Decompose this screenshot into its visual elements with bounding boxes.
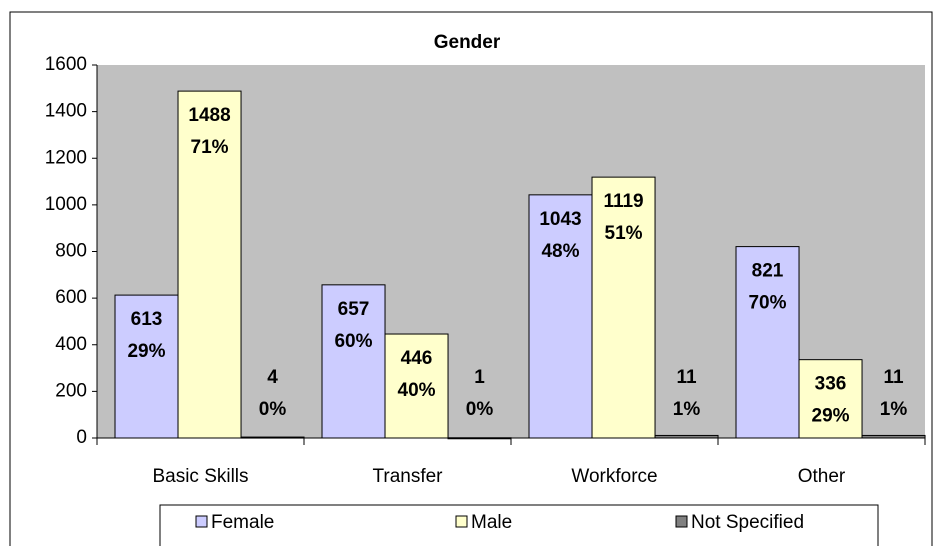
legend-swatch xyxy=(195,515,208,528)
bar xyxy=(384,333,449,439)
legend-swatch xyxy=(675,515,688,528)
y-tick-label: 800 xyxy=(55,241,87,262)
bar xyxy=(735,246,800,439)
data-label: 11 xyxy=(676,367,697,388)
y-tick-label: 1200 xyxy=(45,147,87,168)
chart-title: Gender xyxy=(434,32,501,53)
data-label: 821 xyxy=(752,261,784,282)
data-label: 4 xyxy=(267,367,278,388)
legend-label: Not Specified xyxy=(691,512,804,533)
legend-swatch xyxy=(455,515,468,528)
data-label: 657 xyxy=(338,299,370,320)
data-label: 613 xyxy=(131,309,163,330)
legend-box xyxy=(159,504,879,546)
percent-label: 0% xyxy=(259,399,287,420)
bar xyxy=(114,294,179,439)
y-tick-label: 1600 xyxy=(45,54,87,75)
bar xyxy=(591,176,656,439)
data-label: 446 xyxy=(401,348,433,369)
percent-label: 29% xyxy=(127,341,165,362)
y-tick-label: 600 xyxy=(55,287,87,308)
data-label: 1 xyxy=(474,367,485,388)
x-tick-label: Transfer xyxy=(372,466,443,487)
data-label: 336 xyxy=(815,374,847,395)
y-tick-label: 1400 xyxy=(45,101,87,122)
percent-label: 48% xyxy=(541,241,579,262)
percent-label: 71% xyxy=(191,137,229,158)
y-tick-label: 200 xyxy=(55,380,87,401)
y-tick-label: 400 xyxy=(55,334,87,355)
x-tick-label: Workforce xyxy=(571,466,657,487)
percent-label: 60% xyxy=(334,331,372,352)
percent-label: 29% xyxy=(812,406,850,427)
x-tick-label: Other xyxy=(798,466,846,487)
data-label: 1119 xyxy=(603,191,643,212)
x-tick-label: Basic Skills xyxy=(152,466,248,487)
percent-label: 0% xyxy=(466,399,494,420)
data-label: 1043 xyxy=(539,209,581,230)
percent-label: 1% xyxy=(673,399,701,420)
percent-label: 40% xyxy=(398,380,436,401)
legend-label: Female xyxy=(211,512,274,533)
bar xyxy=(528,194,593,439)
y-tick-label: 1000 xyxy=(45,194,87,215)
percent-label: 70% xyxy=(748,293,786,314)
legend-label: Male xyxy=(471,512,512,533)
data-label: 11 xyxy=(883,367,904,388)
percent-label: 1% xyxy=(880,399,908,420)
percent-label: 51% xyxy=(605,223,643,244)
data-label: 1488 xyxy=(188,105,230,126)
y-tick-label: 0 xyxy=(76,427,87,448)
